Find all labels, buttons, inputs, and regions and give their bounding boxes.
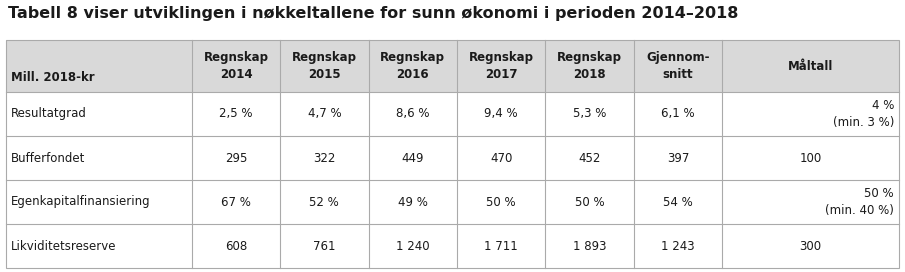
Text: 6,1 %: 6,1 % xyxy=(662,107,695,120)
Text: 761: 761 xyxy=(313,240,336,252)
Text: Mill. 2018-kr: Mill. 2018-kr xyxy=(11,71,95,84)
Text: 50 %: 50 % xyxy=(486,196,516,209)
Text: 54 %: 54 % xyxy=(663,196,693,209)
Text: Regnskap
2018: Regnskap 2018 xyxy=(557,51,622,81)
Text: Regnskap
2015: Regnskap 2015 xyxy=(291,51,357,81)
Text: 4 %
(min. 3 %): 4 % (min. 3 %) xyxy=(833,99,894,129)
Text: Måltall: Måltall xyxy=(788,60,834,73)
Text: Gjennom-
snitt: Gjennom- snitt xyxy=(646,51,710,81)
Text: Regnskap
2017: Regnskap 2017 xyxy=(469,51,534,81)
Text: 1 240: 1 240 xyxy=(396,240,430,252)
Text: 295: 295 xyxy=(224,152,247,165)
Text: 322: 322 xyxy=(313,152,336,165)
Text: 8,6 %: 8,6 % xyxy=(396,107,430,120)
Text: Likviditetsreserve: Likviditetsreserve xyxy=(11,240,117,252)
Text: Bufferfondet: Bufferfondet xyxy=(11,152,85,165)
Text: 100: 100 xyxy=(799,152,822,165)
Bar xyxy=(6,180,899,224)
Bar xyxy=(6,40,899,92)
Text: 5,3 %: 5,3 % xyxy=(573,107,606,120)
Text: Regnskap
2014: Regnskap 2014 xyxy=(204,51,269,81)
Bar xyxy=(6,92,899,136)
Text: 452: 452 xyxy=(578,152,601,165)
Text: Tabell 8 viser utviklingen i nøkkeltallene for sunn økonomi i perioden 2014–2018: Tabell 8 viser utviklingen i nøkkeltalle… xyxy=(8,6,738,21)
Text: 470: 470 xyxy=(490,152,512,165)
Text: 4,7 %: 4,7 % xyxy=(308,107,341,120)
Text: 1 711: 1 711 xyxy=(484,240,518,252)
Text: 49 %: 49 % xyxy=(398,196,428,209)
Text: 449: 449 xyxy=(402,152,424,165)
Bar xyxy=(6,224,899,268)
Text: 397: 397 xyxy=(667,152,690,165)
Text: 50 %: 50 % xyxy=(575,196,605,209)
Text: Egenkapitalfinansiering: Egenkapitalfinansiering xyxy=(11,196,150,209)
Text: Resultatgrad: Resultatgrad xyxy=(11,107,87,120)
Text: 1 243: 1 243 xyxy=(662,240,695,252)
Text: 300: 300 xyxy=(799,240,822,252)
Text: 608: 608 xyxy=(224,240,247,252)
Text: 50 %
(min. 40 %): 50 % (min. 40 %) xyxy=(825,187,894,217)
Text: 2,5 %: 2,5 % xyxy=(219,107,252,120)
Text: 52 %: 52 % xyxy=(310,196,339,209)
Text: 1 893: 1 893 xyxy=(573,240,606,252)
Bar xyxy=(6,136,899,180)
Text: 9,4 %: 9,4 % xyxy=(484,107,518,120)
Text: Regnskap
2016: Regnskap 2016 xyxy=(380,51,445,81)
Bar xyxy=(6,40,899,268)
Text: 67 %: 67 % xyxy=(221,196,251,209)
